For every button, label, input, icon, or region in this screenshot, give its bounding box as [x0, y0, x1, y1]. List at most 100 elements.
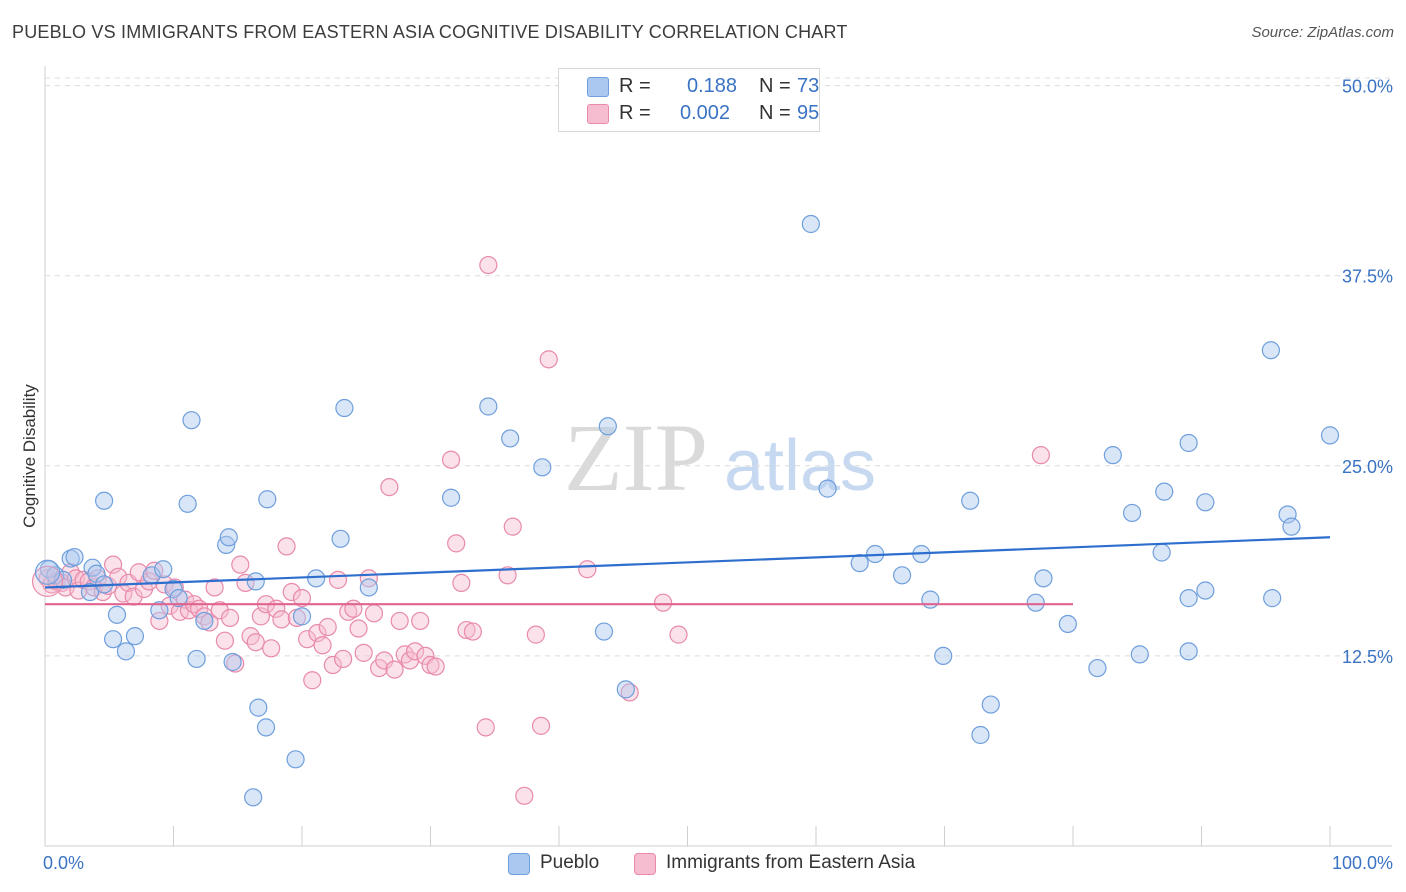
point-eastern-asia-cluster — [31, 565, 64, 597]
point-eastern-asia — [375, 651, 394, 670]
point-pueblo — [150, 601, 169, 620]
point-eastern-asia — [344, 599, 363, 618]
point-pueblo — [286, 750, 305, 769]
y-axis-label: Cognitive Disability — [20, 384, 39, 528]
legend-r-label: R = — [619, 102, 651, 124]
point-pueblo — [594, 622, 614, 641]
bottom-legend-label: Pueblo — [540, 852, 600, 873]
point-eastern-asia — [328, 570, 348, 589]
point-eastern-asia — [282, 582, 301, 602]
point-pueblo — [116, 642, 136, 661]
point-pueblo — [335, 398, 354, 418]
point-pueblo — [801, 214, 820, 234]
point-eastern-asia — [323, 655, 342, 675]
point-pueblo — [154, 560, 173, 579]
point-eastern-asia — [205, 578, 224, 597]
point-pueblo — [479, 397, 498, 416]
point-pueblo — [1196, 581, 1215, 600]
point-pueblo — [1130, 645, 1149, 664]
point-pueblo — [1058, 614, 1077, 634]
point-pueblo — [1088, 658, 1107, 678]
legend-n-value: 73 — [797, 75, 820, 97]
point-pueblo — [178, 494, 197, 513]
pink-swatch-icon — [634, 853, 656, 875]
point-pueblo — [1263, 589, 1282, 608]
legend-r-value: 0.002 — [680, 102, 731, 124]
point-pueblo — [244, 788, 263, 807]
point-eastern-asia — [155, 575, 174, 594]
point-pueblo — [1282, 517, 1301, 536]
source-label: Source: ZipAtlas.com — [1251, 24, 1394, 41]
point-eastern-asia — [479, 255, 498, 275]
point-eastern-asia — [292, 589, 312, 608]
point-eastern-asia — [231, 555, 250, 574]
point-eastern-asia — [526, 625, 545, 644]
point-pueblo — [616, 680, 635, 699]
point-eastern-asia — [405, 642, 425, 661]
point-pueblo — [501, 429, 520, 448]
point-pueblo — [1026, 593, 1045, 612]
point-eastern-asia — [669, 625, 688, 644]
point-eastern-asia — [246, 633, 265, 652]
legend-n-label: N = — [759, 102, 791, 124]
point-eastern-asia — [578, 560, 597, 579]
point-pueblo-cluster — [34, 559, 61, 585]
point-pueblo — [359, 578, 378, 597]
point-eastern-asia — [150, 611, 169, 631]
point-pueblo — [934, 646, 953, 666]
point-pueblo — [125, 627, 145, 646]
trend-line-pueblo — [44, 536, 1331, 589]
point-eastern-asia — [503, 517, 522, 536]
legend-r-label: R = — [619, 75, 651, 97]
point-eastern-asia — [262, 639, 281, 658]
point-eastern-asia — [303, 671, 322, 690]
point-pueblo — [169, 589, 188, 608]
legend-n-value: 95 — [797, 102, 820, 124]
point-pueblo — [1196, 493, 1215, 512]
point-pueblo — [107, 605, 127, 624]
point-eastern-asia — [210, 601, 229, 620]
point-eastern-asia — [318, 617, 337, 637]
y-tick-label: 37.5% — [1342, 267, 1393, 287]
legend-n-label: N = — [759, 75, 791, 97]
point-eastern-asia — [313, 636, 332, 655]
point-pueblo — [80, 582, 100, 602]
blue-swatch-icon — [587, 77, 609, 97]
point-pueblo — [65, 547, 84, 567]
y-tick-label: 50.0% — [1342, 77, 1393, 97]
point-eastern-asia — [426, 657, 445, 676]
point-eastern-asia — [334, 649, 353, 669]
point-pueblo — [961, 491, 980, 510]
point-eastern-asia — [441, 450, 461, 469]
point-eastern-asia — [272, 610, 291, 629]
point-eastern-asia — [457, 620, 476, 640]
point-pueblo — [598, 417, 617, 436]
point-pueblo — [1034, 569, 1053, 588]
point-eastern-asia — [539, 350, 558, 369]
point-pueblo — [1261, 341, 1280, 360]
bottom-legend-label: Immigrants from Eastern Asia — [666, 852, 916, 873]
point-pueblo — [246, 572, 265, 591]
point-eastern-asia — [220, 608, 240, 627]
point-eastern-asia — [447, 534, 466, 553]
correlation-legend: R = 0.188 N = 73 R = 0.002 N = 95 — [558, 68, 820, 132]
point-eastern-asia — [380, 477, 399, 497]
point-pueblo — [223, 652, 242, 672]
point-pueblo — [1123, 503, 1142, 523]
x-tick-label: 0.0% — [43, 853, 84, 873]
watermark-zip: ZIP — [564, 404, 708, 511]
point-pueblo — [818, 479, 837, 498]
point-pueblo — [1179, 433, 1198, 453]
point-pueblo — [1103, 446, 1122, 465]
point-eastern-asia — [476, 718, 495, 737]
point-pueblo — [921, 590, 940, 609]
point-eastern-asia — [215, 631, 234, 650]
point-eastern-asia — [531, 716, 551, 735]
point-eastern-asia — [498, 566, 517, 585]
point-eastern-asia — [463, 622, 483, 641]
point-pueblo — [441, 488, 461, 507]
pink-swatch-icon — [587, 104, 609, 124]
point-eastern-asia — [354, 643, 373, 662]
point-eastern-asia — [515, 786, 534, 805]
point-pueblo — [256, 718, 276, 737]
